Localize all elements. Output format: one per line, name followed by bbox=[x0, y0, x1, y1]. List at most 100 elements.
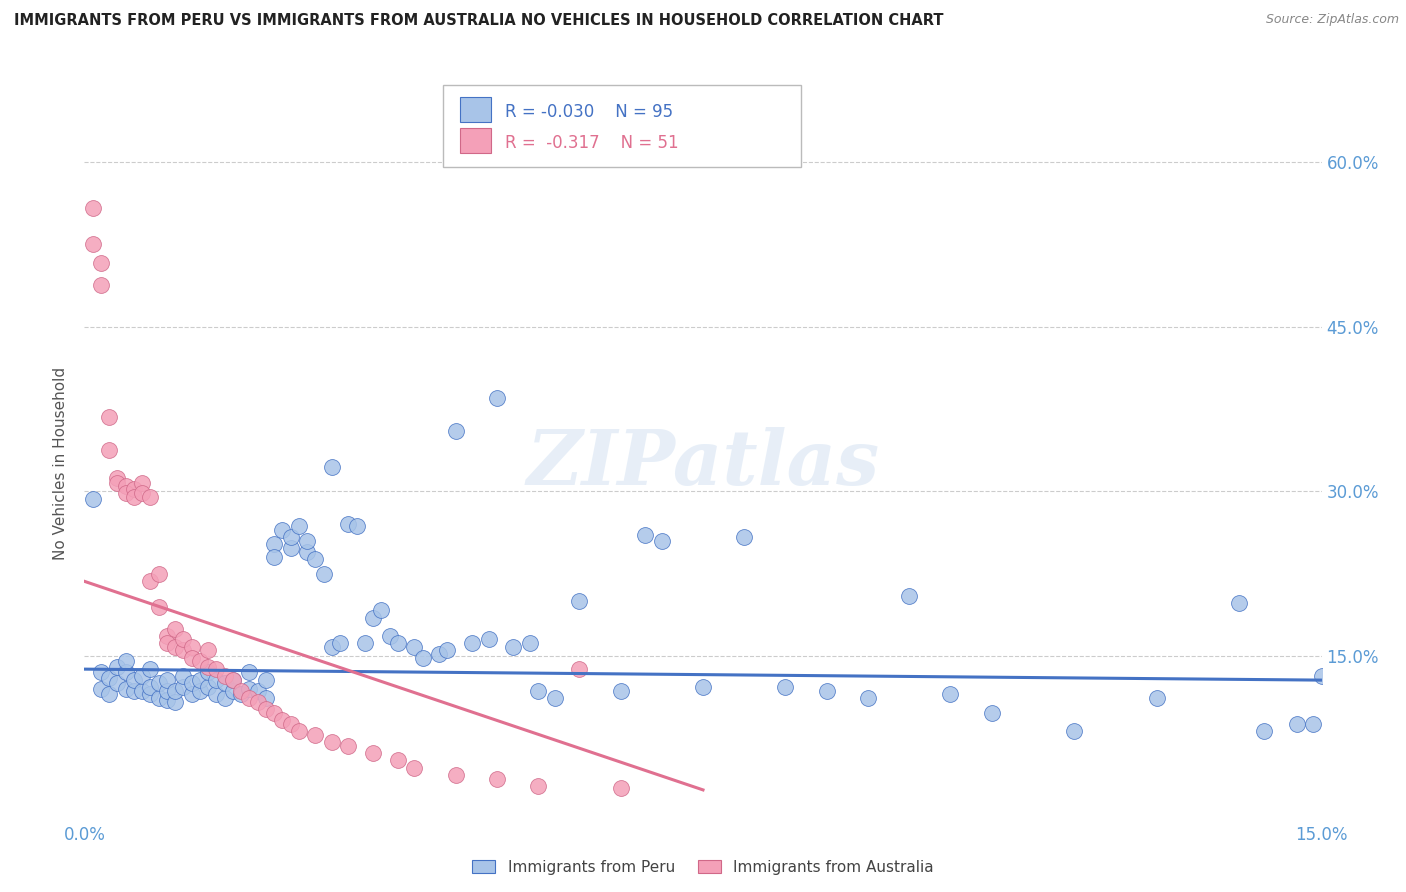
Point bbox=[172, 643, 194, 657]
Point bbox=[609, 684, 631, 698]
Y-axis label: No Vehicles in Household: No Vehicles in Household bbox=[53, 368, 69, 560]
Point bbox=[404, 640, 426, 655]
Point bbox=[172, 632, 194, 647]
Point bbox=[197, 680, 219, 694]
Point bbox=[263, 537, 285, 551]
Point bbox=[775, 680, 797, 694]
Point bbox=[378, 629, 401, 643]
Point bbox=[114, 486, 136, 500]
Point bbox=[139, 574, 162, 589]
Point bbox=[477, 632, 499, 647]
Point bbox=[98, 442, 121, 457]
Point bbox=[1146, 690, 1168, 705]
Legend: Immigrants from Peru, Immigrants from Australia: Immigrants from Peru, Immigrants from Au… bbox=[467, 854, 939, 880]
Point bbox=[263, 706, 285, 720]
Point bbox=[229, 687, 252, 701]
Point bbox=[82, 201, 104, 215]
Point bbox=[387, 636, 409, 650]
Point bbox=[346, 519, 368, 533]
Point bbox=[387, 753, 409, 767]
Point bbox=[485, 391, 508, 405]
Point bbox=[222, 684, 245, 698]
Point bbox=[304, 728, 326, 742]
Point bbox=[329, 636, 352, 650]
Point bbox=[238, 681, 260, 696]
Point bbox=[188, 684, 211, 698]
Point bbox=[105, 471, 128, 485]
Point bbox=[337, 739, 360, 753]
Point bbox=[205, 662, 228, 676]
Point bbox=[98, 671, 121, 685]
Point bbox=[180, 640, 202, 655]
Point bbox=[312, 566, 335, 581]
Point bbox=[122, 684, 145, 698]
Point bbox=[263, 550, 285, 565]
Point bbox=[90, 256, 112, 270]
Point bbox=[370, 603, 392, 617]
Point bbox=[197, 643, 219, 657]
Point bbox=[404, 761, 426, 775]
Point bbox=[139, 680, 162, 694]
Point bbox=[139, 662, 162, 676]
Point bbox=[105, 475, 128, 490]
Point bbox=[156, 636, 179, 650]
Point bbox=[205, 687, 228, 701]
Point bbox=[485, 772, 508, 786]
Text: R =  -0.317    N = 51: R = -0.317 N = 51 bbox=[505, 134, 678, 152]
Point bbox=[148, 566, 170, 581]
Point bbox=[304, 552, 326, 566]
Point bbox=[131, 684, 153, 698]
Point bbox=[172, 680, 194, 694]
Point bbox=[122, 490, 145, 504]
Point bbox=[197, 665, 219, 680]
Point bbox=[122, 673, 145, 687]
Point bbox=[980, 706, 1002, 720]
Point bbox=[337, 517, 360, 532]
Point bbox=[527, 779, 550, 793]
Text: Source: ZipAtlas.com: Source: ZipAtlas.com bbox=[1265, 13, 1399, 27]
Point bbox=[222, 673, 245, 687]
Point bbox=[205, 673, 228, 687]
Point bbox=[156, 684, 179, 698]
Point bbox=[1253, 723, 1275, 738]
Point bbox=[568, 594, 591, 608]
Point bbox=[361, 746, 384, 760]
Point bbox=[519, 636, 541, 650]
Point bbox=[229, 684, 252, 698]
Point bbox=[114, 655, 136, 669]
Point bbox=[898, 589, 921, 603]
Point bbox=[82, 491, 104, 506]
Point bbox=[238, 665, 260, 680]
Point bbox=[295, 533, 318, 548]
Point bbox=[180, 687, 202, 701]
Point bbox=[502, 640, 524, 655]
Point bbox=[288, 519, 311, 533]
Point bbox=[139, 687, 162, 701]
Point bbox=[156, 629, 179, 643]
Point bbox=[246, 684, 269, 698]
Point bbox=[156, 673, 179, 687]
Point bbox=[288, 723, 311, 738]
Point bbox=[214, 676, 236, 690]
Text: IMMIGRANTS FROM PERU VS IMMIGRANTS FROM AUSTRALIA NO VEHICLES IN HOUSEHOLD CORRE: IMMIGRANTS FROM PERU VS IMMIGRANTS FROM … bbox=[14, 13, 943, 29]
Point bbox=[280, 717, 302, 731]
Point bbox=[148, 676, 170, 690]
Point bbox=[90, 681, 112, 696]
Point bbox=[271, 713, 294, 727]
Point bbox=[188, 655, 211, 669]
Point bbox=[254, 673, 277, 687]
Point bbox=[139, 490, 162, 504]
Point bbox=[856, 690, 879, 705]
Point bbox=[444, 424, 467, 438]
Point bbox=[436, 643, 458, 657]
Point bbox=[280, 530, 302, 544]
Point bbox=[105, 660, 128, 674]
Point bbox=[197, 660, 219, 674]
Point bbox=[180, 676, 202, 690]
Point bbox=[280, 541, 302, 556]
Point bbox=[165, 684, 187, 698]
Point bbox=[114, 681, 136, 696]
Point bbox=[90, 277, 112, 292]
Point bbox=[165, 640, 187, 655]
Point bbox=[114, 479, 136, 493]
